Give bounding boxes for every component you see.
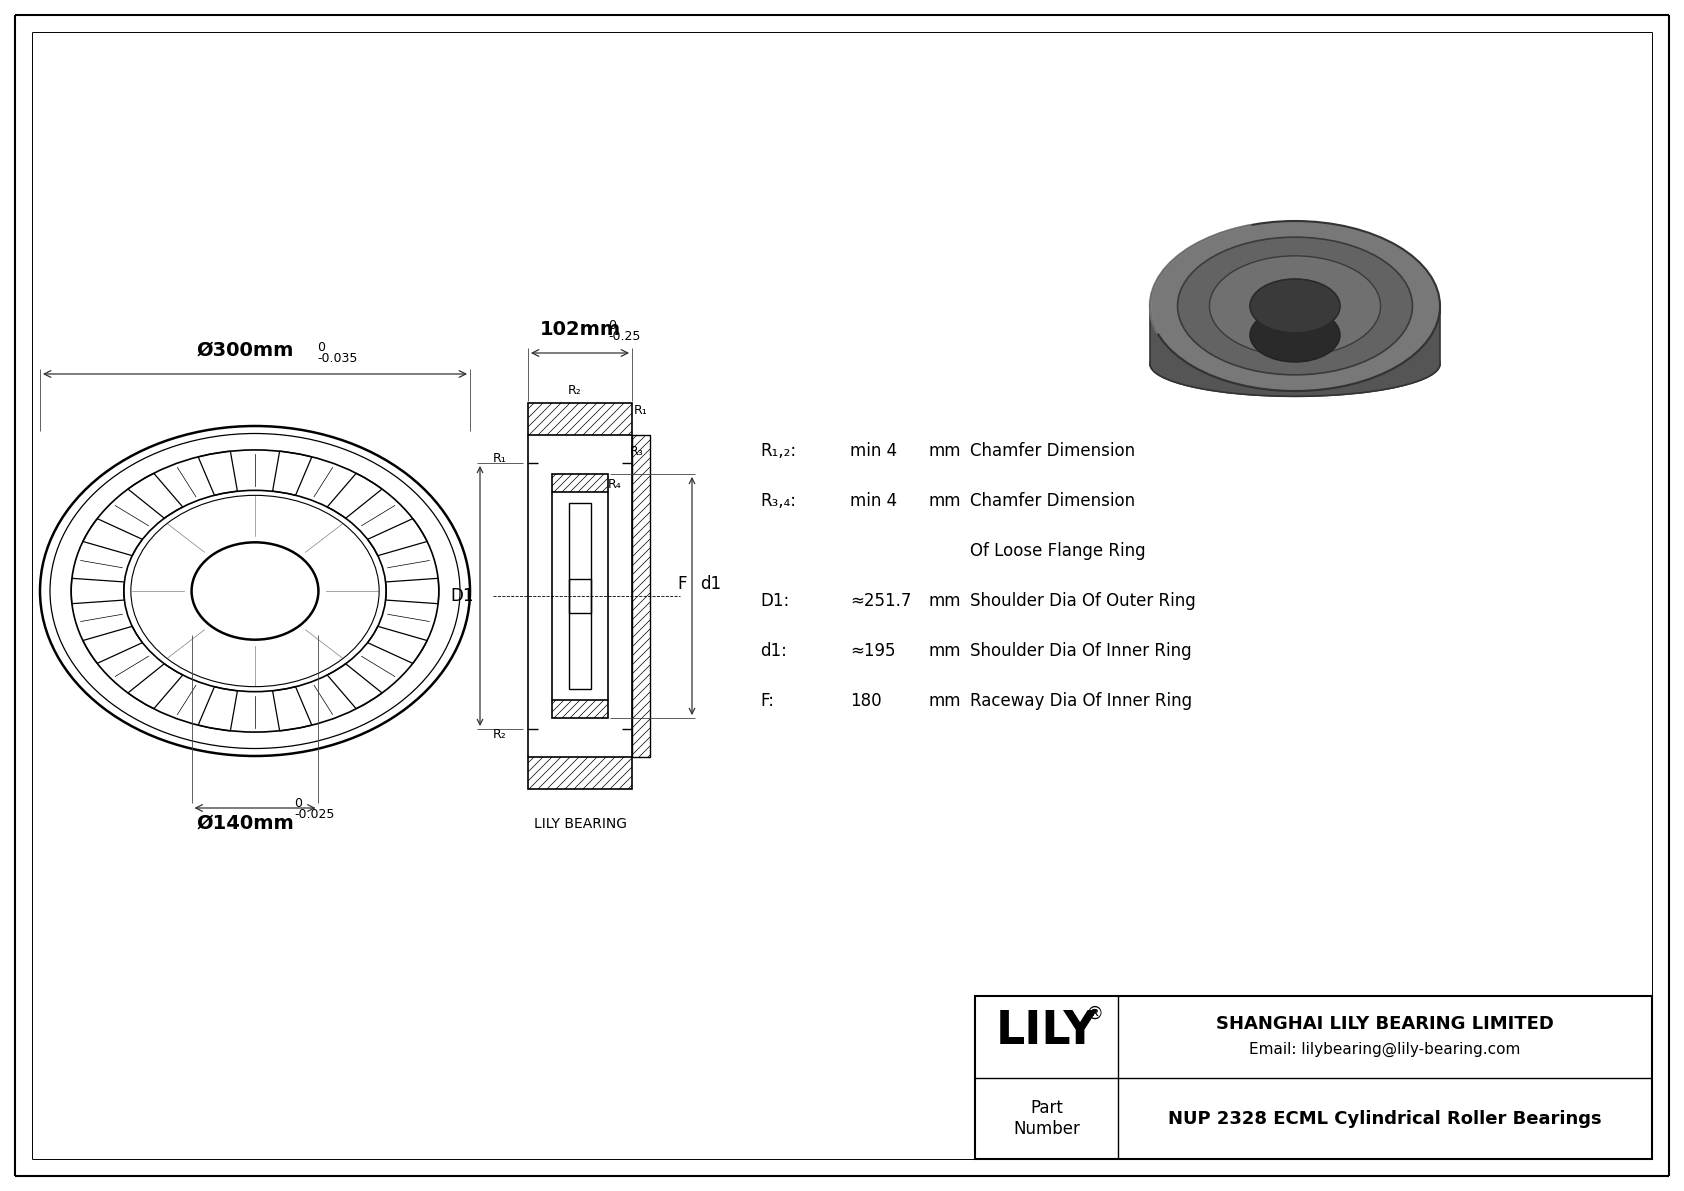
- Text: min 4: min 4: [850, 492, 898, 510]
- Text: Of Loose Flange Ring: Of Loose Flange Ring: [970, 542, 1145, 560]
- Text: Ø300mm: Ø300mm: [197, 341, 293, 360]
- Text: -0.035: -0.035: [317, 353, 357, 364]
- Ellipse shape: [1209, 256, 1381, 356]
- Ellipse shape: [1150, 332, 1440, 397]
- Text: Ø140mm: Ø140mm: [195, 813, 295, 833]
- Text: mm: mm: [928, 442, 960, 460]
- Text: Chamfer Dimension: Chamfer Dimension: [970, 442, 1135, 460]
- Text: 102mm: 102mm: [539, 320, 621, 339]
- Text: NUP 2328 ECML Cylindrical Roller Bearings: NUP 2328 ECML Cylindrical Roller Bearing…: [1169, 1110, 1601, 1128]
- Text: R₄: R₄: [608, 478, 621, 491]
- Text: min 4: min 4: [850, 442, 898, 460]
- Ellipse shape: [1250, 279, 1340, 333]
- Text: R₂: R₂: [492, 728, 505, 741]
- Text: mm: mm: [928, 592, 960, 610]
- Text: -0.25: -0.25: [608, 330, 640, 343]
- Bar: [552, 474, 608, 492]
- Text: mm: mm: [928, 492, 960, 510]
- Text: 0: 0: [608, 319, 616, 332]
- Text: LILY: LILY: [995, 1010, 1098, 1054]
- Text: d1: d1: [701, 575, 721, 593]
- Text: mm: mm: [928, 642, 960, 660]
- Text: -0.025: -0.025: [295, 807, 335, 821]
- Text: Part
Number: Part Number: [1014, 1099, 1079, 1137]
- Text: 0: 0: [295, 797, 301, 810]
- Text: R₁: R₁: [633, 405, 648, 418]
- Text: Chamfer Dimension: Chamfer Dimension: [970, 492, 1135, 510]
- Bar: [529, 403, 632, 435]
- Text: D1: D1: [451, 587, 473, 605]
- Bar: [552, 700, 608, 718]
- Text: SHANGHAI LILY BEARING LIMITED: SHANGHAI LILY BEARING LIMITED: [1216, 1015, 1554, 1033]
- Text: R₁,₂:: R₁,₂:: [759, 442, 797, 460]
- Text: Email: lilybearing@lily-bearing.com: Email: lilybearing@lily-bearing.com: [1250, 1041, 1521, 1056]
- Text: Shoulder Dia Of Inner Ring: Shoulder Dia Of Inner Ring: [970, 642, 1192, 660]
- Text: LILY BEARING: LILY BEARING: [534, 817, 626, 831]
- Text: R₃,₄:: R₃,₄:: [759, 492, 797, 510]
- Text: 180: 180: [850, 692, 882, 710]
- Ellipse shape: [1250, 308, 1340, 362]
- Polygon shape: [1150, 306, 1440, 397]
- Bar: [569, 503, 591, 613]
- Bar: [529, 757, 632, 788]
- Bar: [632, 435, 650, 757]
- Text: F:: F:: [759, 692, 775, 710]
- Text: F: F: [677, 575, 687, 593]
- Bar: [569, 579, 591, 690]
- Text: R₂: R₂: [568, 384, 583, 397]
- Text: R₁: R₁: [492, 451, 505, 464]
- Text: 0: 0: [317, 341, 325, 354]
- Ellipse shape: [1150, 222, 1440, 391]
- Text: ®: ®: [1086, 1005, 1103, 1023]
- Text: mm: mm: [928, 692, 960, 710]
- Text: Raceway Dia Of Inner Ring: Raceway Dia Of Inner Ring: [970, 692, 1192, 710]
- Text: ≈195: ≈195: [850, 642, 896, 660]
- Text: ≈251.7: ≈251.7: [850, 592, 911, 610]
- Ellipse shape: [1177, 237, 1413, 375]
- Text: D1:: D1:: [759, 592, 790, 610]
- Text: Shoulder Dia Of Outer Ring: Shoulder Dia Of Outer Ring: [970, 592, 1196, 610]
- Text: d1:: d1:: [759, 642, 786, 660]
- Bar: [975, 996, 1652, 1159]
- Text: R₃: R₃: [630, 445, 643, 459]
